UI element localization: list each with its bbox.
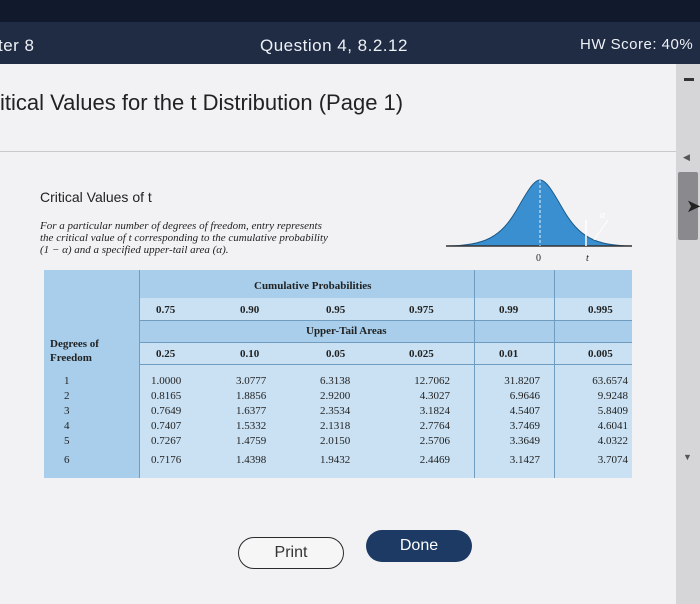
table-cell: 1.4398 (236, 454, 267, 466)
print-button[interactable]: Print (238, 537, 344, 569)
uppertail-value: 0.10 (240, 348, 260, 360)
uppertail-row-band (139, 342, 632, 364)
table-cell: 0.7649 (151, 405, 182, 417)
dof-cell: 5 (64, 435, 70, 447)
table-cell: 0.7407 (151, 420, 182, 432)
cumulative-value: 0.995 (588, 304, 613, 316)
t-label: t (586, 253, 589, 264)
cumulative-value: 0.90 (240, 304, 260, 316)
table-cell: 4.3027 (419, 390, 450, 402)
table-cell: 2.9200 (320, 390, 351, 402)
uppertail-value: 0.005 (588, 348, 613, 360)
table-cell: 31.8207 (504, 375, 540, 387)
table-cell: 3.1824 (419, 405, 450, 417)
pointer-cursor-icon: ➤ (686, 196, 700, 216)
table-cell: 1.4759 (236, 435, 267, 447)
cumulative-value: 0.95 (326, 304, 346, 316)
value-column: 31.8207 6.9646 4.5407 3.7469 3.3649 3.14… (492, 374, 540, 468)
value-column: 63.6574 9.9248 5.8409 4.6041 4.0322 3.70… (578, 374, 628, 468)
dof-cell: 2 (64, 390, 70, 402)
dof-cell: 4 (64, 420, 70, 432)
dof-header-line2: Freedom (50, 352, 92, 364)
table-cell: 3.0777 (236, 375, 267, 387)
table-cell: 1.0000 (151, 375, 182, 387)
scroll-down-arrow-icon[interactable]: ▼ (683, 452, 692, 462)
table-cell: 12.7062 (414, 375, 450, 387)
alpha-label: α (600, 210, 606, 221)
scroll-up-arrow-icon[interactable]: ◀ (683, 152, 690, 162)
table-cell: 0.7267 (151, 435, 182, 447)
table-cell: 2.7764 (419, 420, 450, 432)
table-cell: 4.6041 (597, 420, 628, 432)
table-cell: 2.1318 (320, 420, 351, 432)
hw-score: HW Score: 40% (580, 36, 694, 53)
table-cell: 2.0150 (320, 435, 351, 447)
uppertail-header: Upper-Tail Areas (306, 325, 387, 337)
value-column: 12.7062 4.3027 3.1824 2.7764 2.5706 2.44… (402, 374, 450, 468)
table-cell: 2.5706 (419, 435, 450, 447)
table-cell: 1.6377 (236, 405, 267, 417)
table-cell: 0.8165 (151, 390, 182, 402)
scroll-thumb[interactable] (678, 172, 698, 240)
table-cell: 6.3138 (320, 375, 351, 387)
table-cell: 1.5332 (236, 420, 267, 432)
table-cell: 4.0322 (597, 435, 628, 447)
table-cell: 3.7074 (597, 454, 628, 466)
t-table: Cumulative Probabilities Upper-Tail Area… (44, 270, 632, 478)
card-description: For a particular number of degrees of fr… (40, 220, 400, 256)
values-band (139, 364, 632, 478)
minimize-icon[interactable] (684, 78, 694, 81)
value-column: 3.0777 1.8856 1.6377 1.5332 1.4759 1.439… (236, 374, 266, 468)
table-cell: 9.9248 (597, 390, 628, 402)
table-cell: 63.6574 (592, 375, 628, 387)
uppertail-value: 0.25 (156, 348, 176, 360)
question-label[interactable]: Question 4, 8.2.12 (260, 36, 408, 55)
description-line: the critical value of t corresponding to… (40, 232, 328, 244)
card-heading: Critical Values of t (40, 189, 152, 205)
description-line: For a particular number of degrees of fr… (40, 220, 322, 232)
uppertail-value: 0.05 (326, 348, 346, 360)
cumulative-value: 0.975 (409, 304, 434, 316)
table-cell: 6.9646 (509, 390, 540, 402)
table-cell: 1.8856 (236, 390, 267, 402)
uppertail-value: 0.025 (409, 348, 434, 360)
table-cell: 3.1427 (509, 454, 540, 466)
cumulative-value: 0.75 (156, 304, 176, 316)
dof-column: 1 2 3 4 5 6 (64, 374, 70, 468)
value-column: 1.0000 0.8165 0.7649 0.7407 0.7267 0.717… (151, 374, 181, 468)
uppertail-value: 0.01 (499, 348, 519, 360)
cumulative-row-band (139, 298, 632, 320)
table-cell: 2.3534 (320, 405, 351, 417)
top-bar: ter 8 Question 4, 8.2.12 HW Score: 40% (0, 0, 700, 64)
t-distribution-curve-icon: 0 t α (446, 179, 632, 264)
zero-label: 0 (536, 253, 541, 264)
dof-cell: 6 (64, 454, 70, 466)
table-cell: 3.7469 (509, 420, 540, 432)
table-cell: 0.7176 (151, 454, 182, 466)
dof-cell: 1 (64, 375, 70, 387)
dof-cell: 3 (64, 405, 70, 417)
table-cell: 5.8409 (597, 405, 628, 417)
divider (0, 151, 676, 152)
table-cell: 2.4469 (419, 454, 450, 466)
chapter-label[interactable]: ter 8 (0, 36, 35, 55)
top-strip (0, 0, 700, 22)
dof-header-line1: Degrees of (50, 338, 99, 350)
cumulative-value: 0.99 (499, 304, 519, 316)
table-cell: 3.3649 (509, 435, 540, 447)
scrollbar[interactable]: ◀ ▼ (676, 64, 700, 604)
description-line: (1 − α) and a specified upper-tail area … (40, 244, 229, 256)
page-title: itical Values for the t Distribution (Pa… (0, 90, 404, 115)
table-cell: 4.5407 (509, 405, 540, 417)
table-cell: 1.9432 (320, 454, 351, 466)
value-column: 6.3138 2.9200 2.3534 2.1318 2.0150 1.943… (320, 374, 350, 468)
cumulative-header: Cumulative Probabilities (254, 280, 372, 292)
done-button[interactable]: Done (366, 530, 472, 562)
